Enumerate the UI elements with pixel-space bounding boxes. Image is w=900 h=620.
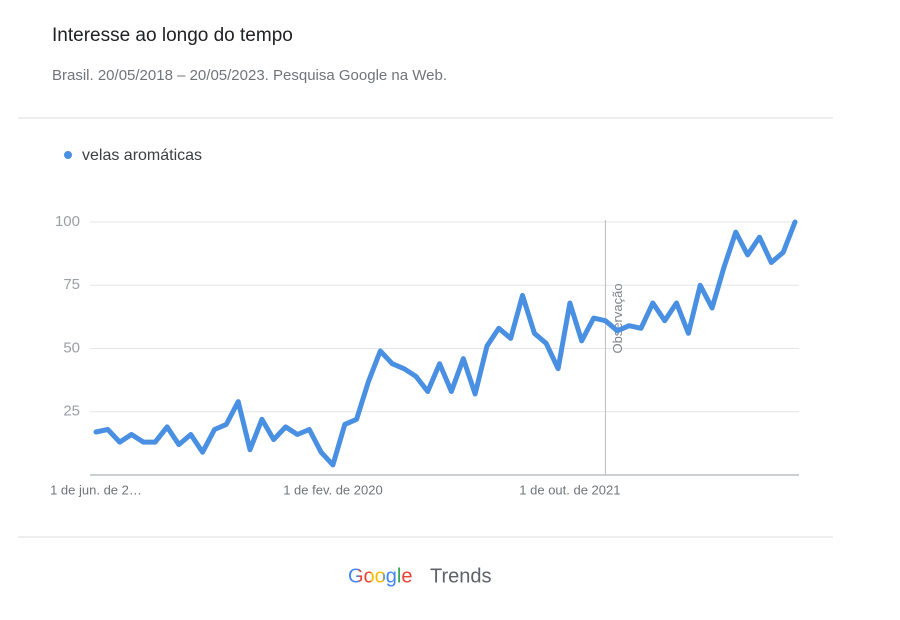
x-tick-label: 1 de fev. de 2020 xyxy=(283,482,383,497)
x-tick-label: 1 de jun. de 2… xyxy=(50,482,142,497)
brand-product: Trends xyxy=(430,565,492,587)
legend-marker xyxy=(64,151,72,159)
x-tick-label: 1 de out. de 2021 xyxy=(519,482,620,497)
y-tick-label: 50 xyxy=(63,339,80,356)
y-tick-label: 25 xyxy=(63,403,80,420)
y-tick-label: 100 xyxy=(55,213,80,230)
y-tick-label: 75 xyxy=(63,276,80,293)
brand-logo: Google xyxy=(348,565,413,587)
title: Interesse ao longo do tempo xyxy=(52,25,293,46)
trend-line xyxy=(93,219,798,468)
annotation-text: Observação xyxy=(610,283,625,353)
subtitle: Brasil. 20/05/2018 – 20/05/2023. Pesquis… xyxy=(52,67,447,84)
legend-label: velas aromáticas xyxy=(82,147,202,164)
